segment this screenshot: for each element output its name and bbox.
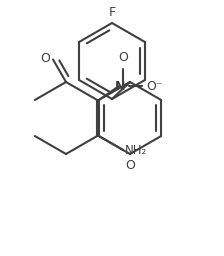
Text: O: O: [40, 52, 50, 65]
Text: F: F: [108, 6, 116, 19]
Text: O: O: [125, 159, 135, 172]
Text: NH₂: NH₂: [125, 144, 147, 157]
Text: N⁺: N⁺: [114, 80, 131, 92]
Text: O: O: [118, 51, 128, 64]
Text: O⁻: O⁻: [146, 80, 163, 92]
